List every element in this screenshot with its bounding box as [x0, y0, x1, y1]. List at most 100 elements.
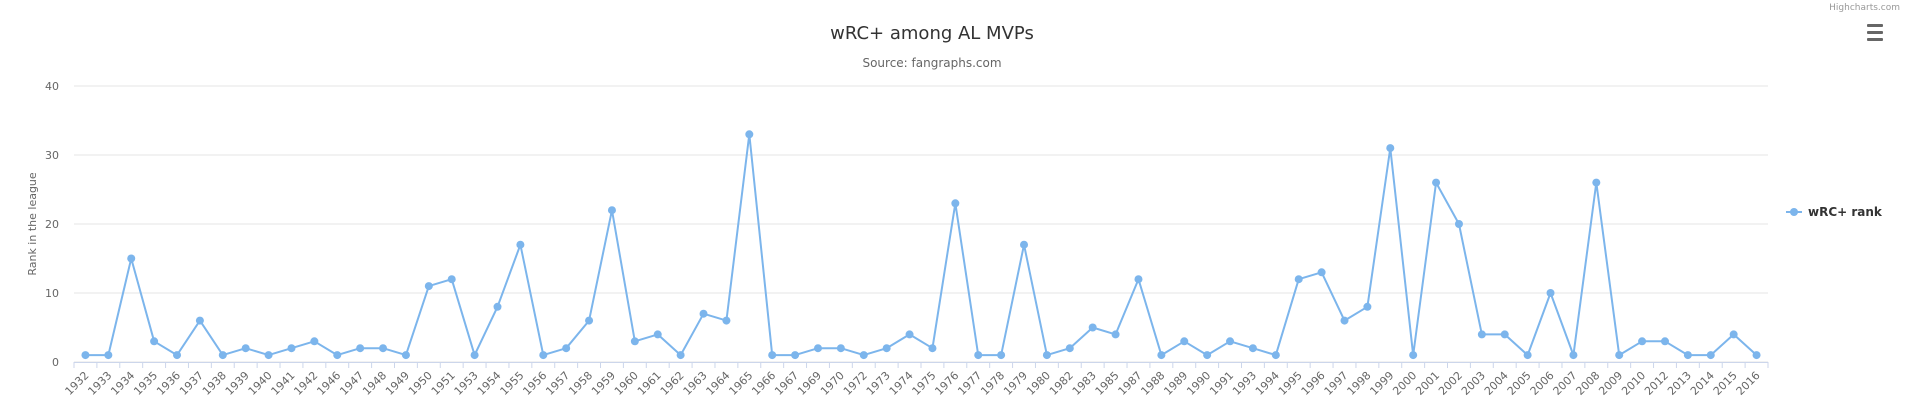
data-point[interactable] [150, 337, 159, 346]
x-tick-label: 1996 [1299, 369, 1328, 398]
x-tick-label: 2014 [1688, 369, 1717, 398]
data-point[interactable] [1706, 351, 1715, 360]
y-tick-label: 40 [45, 80, 59, 93]
data-point[interactable] [333, 351, 342, 360]
data-point[interactable] [356, 344, 365, 353]
data-point[interactable] [1729, 330, 1738, 339]
data-point[interactable] [287, 344, 296, 353]
data-point[interactable] [241, 344, 250, 353]
data-point[interactable] [173, 351, 182, 360]
x-tick-label: 1993 [1230, 369, 1259, 398]
data-point[interactable] [1454, 220, 1463, 228]
data-point[interactable] [813, 344, 822, 353]
data-point[interactable] [1111, 330, 1120, 339]
data-point[interactable] [493, 302, 502, 311]
data-point[interactable] [81, 351, 90, 360]
data-point[interactable] [653, 330, 662, 339]
data-point[interactable] [836, 344, 845, 353]
x-tick-label: 1972 [841, 369, 870, 398]
data-point[interactable] [1546, 289, 1555, 297]
data-point[interactable] [1752, 351, 1761, 360]
data-point[interactable] [585, 316, 594, 325]
data-point[interactable] [905, 330, 914, 339]
data-point[interactable] [928, 344, 937, 353]
data-point[interactable] [1180, 337, 1189, 346]
data-point[interactable] [1088, 323, 1097, 332]
data-point[interactable] [768, 351, 777, 360]
legend-item-label[interactable]: wRC+ rank [1808, 205, 1883, 219]
data-point[interactable] [1386, 144, 1395, 153]
x-tick-label: 1998 [1345, 369, 1374, 398]
data-point[interactable] [1271, 351, 1280, 360]
x-tick-label: 1936 [154, 369, 183, 398]
data-point[interactable] [722, 316, 731, 325]
data-point[interactable] [974, 351, 983, 360]
data-point[interactable] [630, 337, 639, 346]
data-point[interactable] [1340, 316, 1349, 325]
data-point[interactable] [1615, 351, 1624, 360]
data-point[interactable] [1477, 330, 1486, 339]
x-tick-label: 2000 [1390, 369, 1419, 398]
data-point[interactable] [1294, 275, 1303, 284]
data-point[interactable] [264, 351, 273, 360]
x-tick-label: 1957 [543, 369, 572, 398]
data-point[interactable] [539, 351, 548, 360]
x-tick-label: 1953 [452, 369, 481, 398]
data-point[interactable] [1157, 351, 1166, 360]
data-point[interactable] [699, 309, 708, 318]
data-point[interactable] [1042, 351, 1051, 360]
data-point[interactable] [1523, 351, 1532, 360]
x-tick-label: 1969 [795, 369, 824, 398]
data-point[interactable] [1203, 351, 1212, 360]
data-point[interactable] [951, 199, 960, 208]
data-point[interactable] [127, 254, 136, 263]
x-tick-label: 1980 [1024, 369, 1053, 398]
data-point[interactable] [1592, 178, 1601, 187]
menu-bar [1867, 31, 1883, 34]
data-point[interactable] [401, 351, 410, 360]
data-point[interactable] [1226, 337, 1235, 346]
series-layer [81, 130, 1761, 360]
data-point[interactable] [195, 316, 204, 325]
data-point[interactable] [1569, 351, 1578, 360]
hamburger-menu-icon[interactable] [1862, 24, 1888, 46]
data-point[interactable] [859, 351, 868, 360]
data-point[interactable] [745, 130, 754, 139]
data-point[interactable] [310, 337, 319, 346]
data-point[interactable] [562, 344, 571, 353]
x-tick-label: 1987 [1116, 369, 1145, 398]
data-point[interactable] [607, 206, 616, 215]
data-point[interactable] [791, 351, 800, 360]
x-tick-label: 1941 [269, 369, 298, 398]
data-point[interactable] [379, 344, 388, 353]
data-point[interactable] [424, 282, 433, 291]
x-tick-label: 1966 [749, 369, 778, 398]
legend[interactable]: wRC+ rank [1786, 205, 1883, 219]
data-point[interactable] [1065, 344, 1074, 353]
data-point[interactable] [470, 351, 479, 360]
data-point[interactable] [676, 351, 685, 360]
data-point[interactable] [1134, 275, 1143, 284]
data-point[interactable] [882, 344, 891, 353]
data-point[interactable] [1248, 344, 1257, 353]
x-tick-label: 1983 [1070, 369, 1099, 398]
data-point[interactable] [1638, 337, 1647, 346]
data-point[interactable] [997, 351, 1006, 360]
x-tick-label: 1956 [520, 369, 549, 398]
data-point[interactable] [1432, 178, 1441, 187]
x-tick-label: 2003 [1459, 369, 1488, 398]
data-point[interactable] [1500, 330, 1509, 339]
data-point[interactable] [447, 275, 456, 284]
data-point[interactable] [1317, 268, 1326, 277]
data-point[interactable] [1363, 302, 1372, 311]
data-point[interactable] [1683, 351, 1692, 360]
menu-bar [1867, 24, 1883, 27]
data-point[interactable] [1660, 337, 1669, 346]
data-point[interactable] [218, 351, 227, 360]
data-point[interactable] [1020, 240, 1029, 249]
data-point[interactable] [104, 351, 113, 360]
data-point[interactable] [1409, 351, 1418, 360]
x-tick-label: 1995 [1276, 369, 1305, 398]
data-point[interactable] [516, 240, 525, 249]
credits-link[interactable]: Highcharts.com [1829, 3, 1900, 13]
